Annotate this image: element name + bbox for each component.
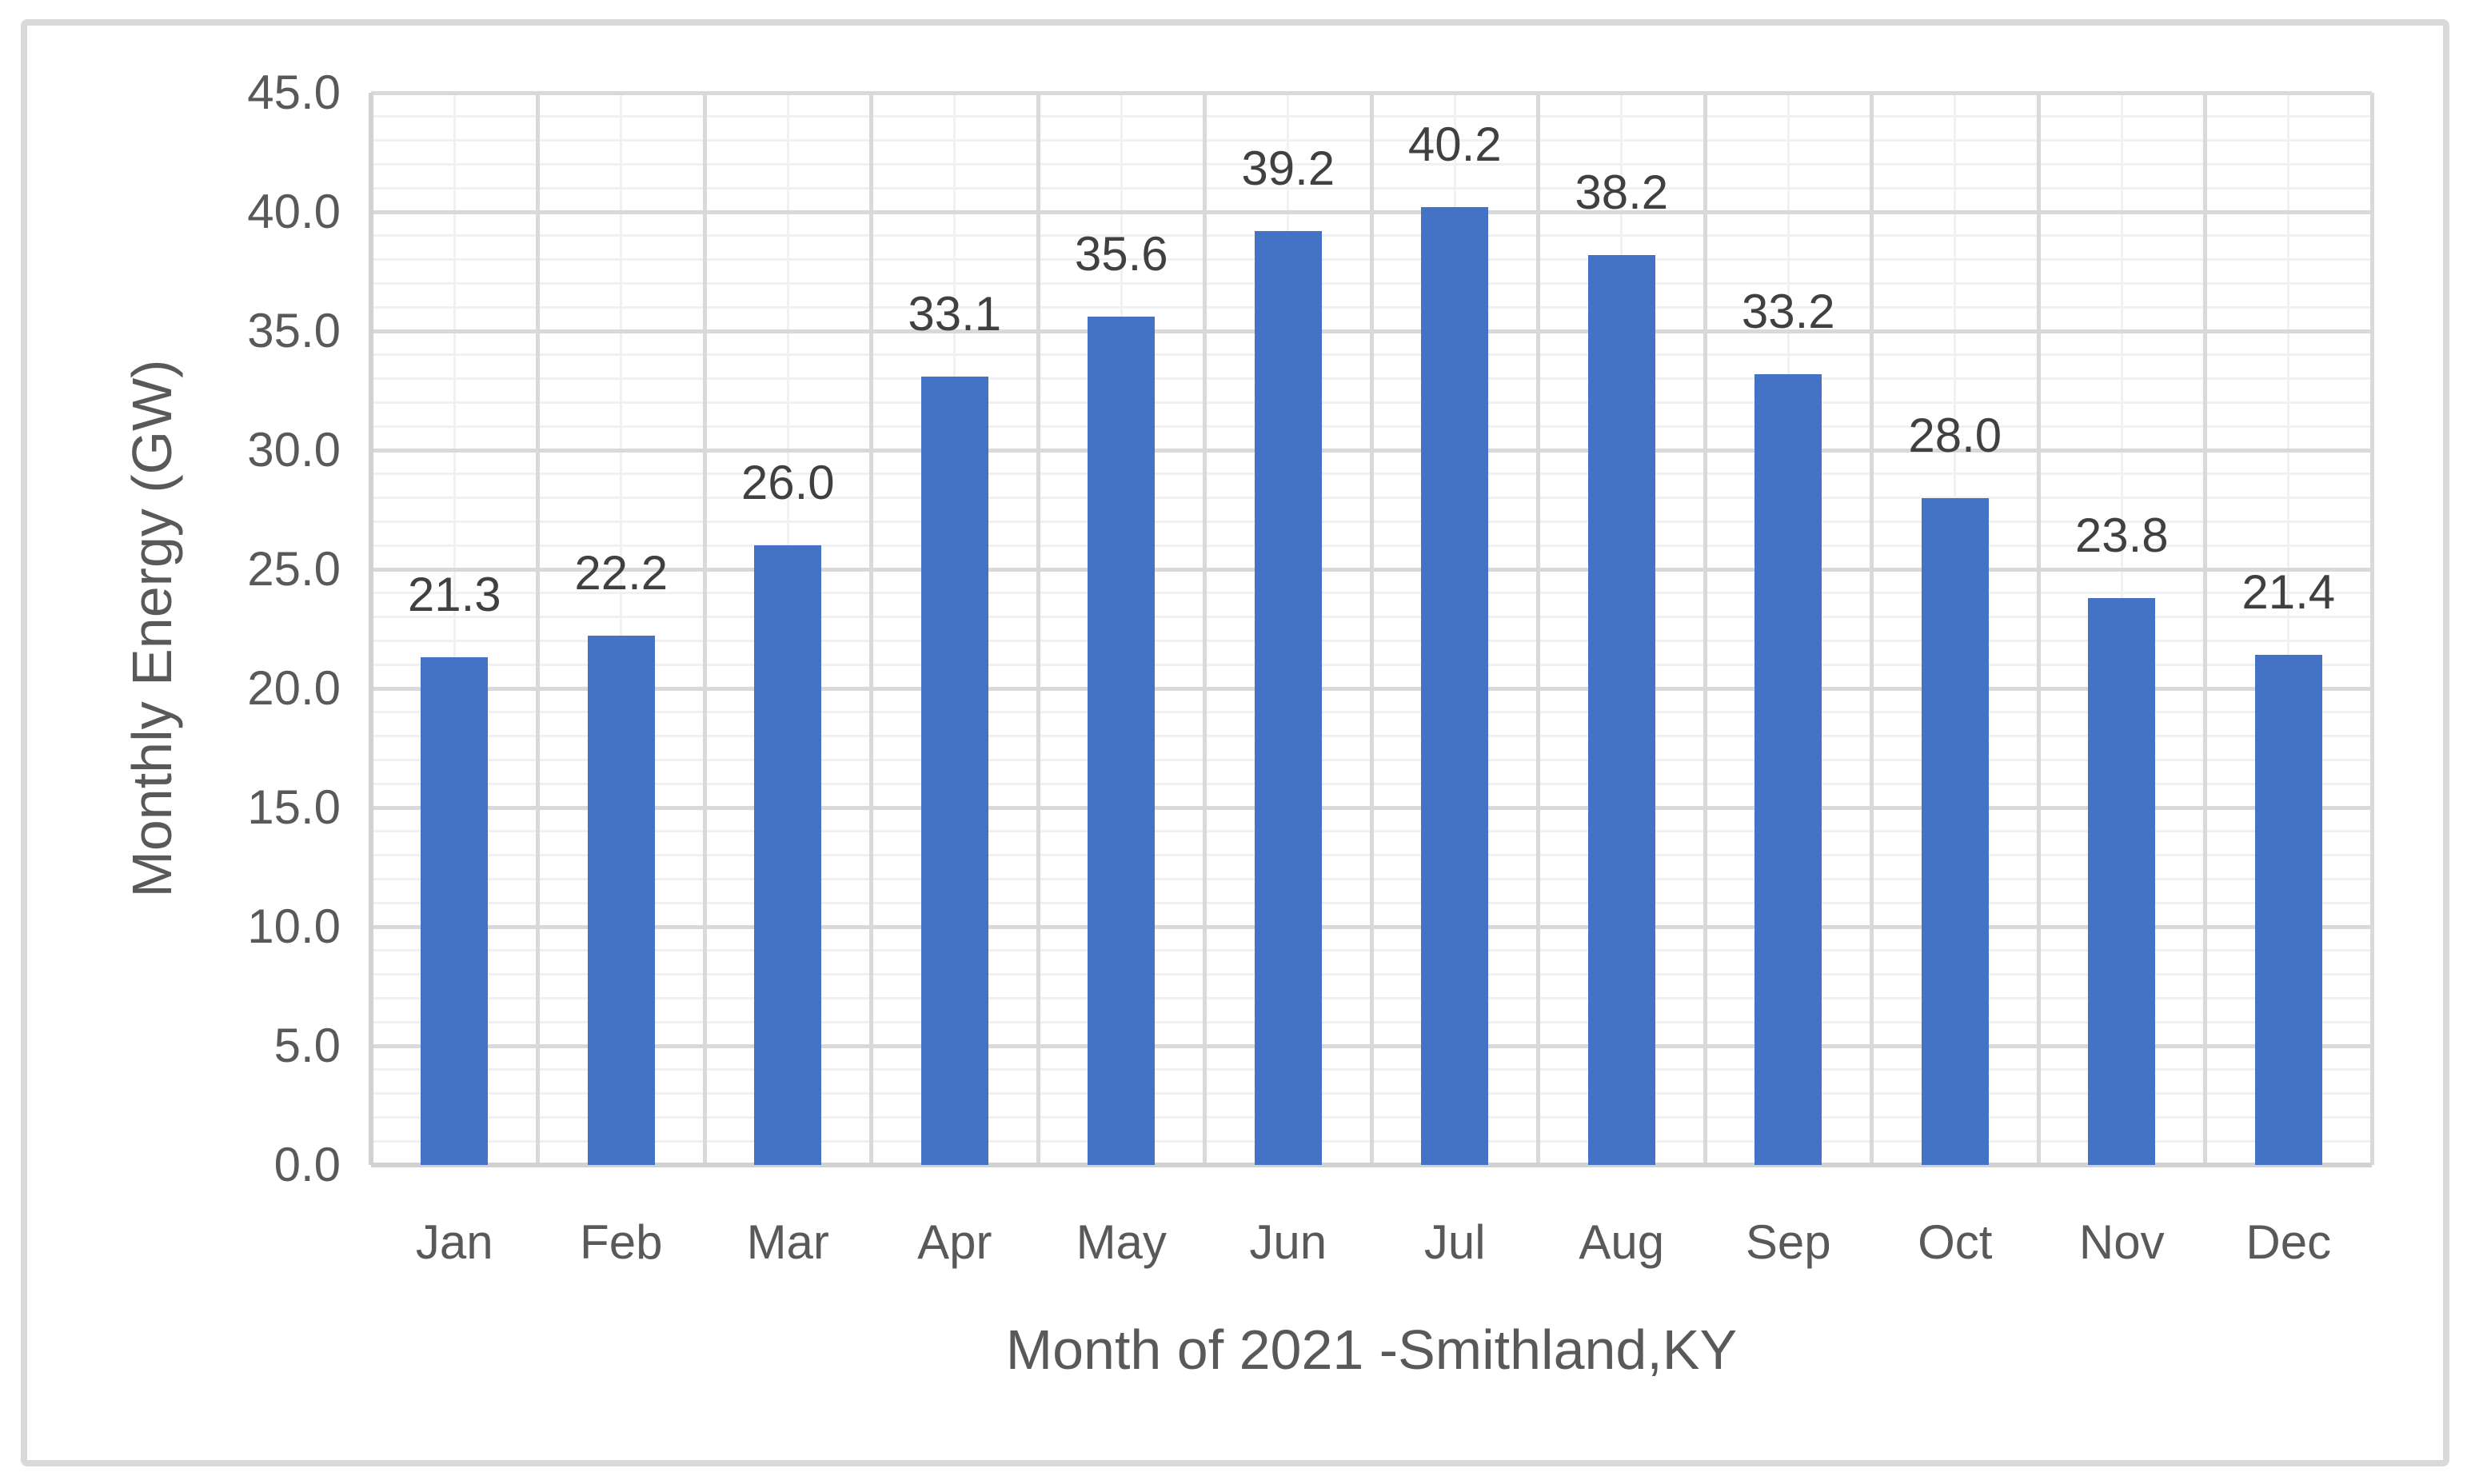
bar-value-label: 33.2 xyxy=(1741,284,1835,338)
y-axis-title: Monthly Energy (GW) xyxy=(121,359,183,898)
x-tick-label-jul: Jul xyxy=(1423,1215,1486,1269)
x-axis-title: Month of 2021 -Smithland,KY xyxy=(1005,1318,1738,1381)
major-vertical-gridline xyxy=(1870,93,1874,1165)
major-vertical-gridline xyxy=(2369,93,2374,1165)
x-tick-label-jun: Jun xyxy=(1249,1215,1327,1269)
x-axis-line xyxy=(371,1163,2372,1167)
x-tick-label-mar: Mar xyxy=(746,1215,829,1269)
bar-jun xyxy=(1254,230,1322,1165)
bar-sep xyxy=(1754,373,1822,1165)
bar-value-label: 22.2 xyxy=(574,546,669,600)
major-vertical-gridline xyxy=(2203,93,2207,1165)
bar-value-label: 38.2 xyxy=(1575,165,1669,219)
bar-value-label: 35.6 xyxy=(1074,227,1168,281)
y-tick-label: 15.0 xyxy=(247,780,341,834)
bar-value-label: 21.4 xyxy=(2241,565,2336,620)
bar-value-label: 23.8 xyxy=(2074,508,2169,562)
major-vertical-gridline xyxy=(1536,93,1540,1165)
major-vertical-gridline xyxy=(2036,93,2041,1165)
bar-may xyxy=(1088,317,1156,1165)
minor-vertical-gridline xyxy=(453,93,456,1165)
y-tick-label: 20.0 xyxy=(247,661,341,715)
y-tick-label: 30.0 xyxy=(247,423,341,477)
bar-value-label: 33.1 xyxy=(908,286,1002,341)
y-tick-label: 45.0 xyxy=(247,66,341,119)
bar-value-label: 26.0 xyxy=(740,456,835,510)
x-tick-label-nov: Nov xyxy=(2078,1215,2165,1269)
bar-jan xyxy=(421,657,489,1165)
y-tick-label: 5.0 xyxy=(273,1019,341,1072)
bar-aug xyxy=(1587,254,1655,1165)
bar-value-label: 21.3 xyxy=(407,568,501,622)
y-tick-label: 0.0 xyxy=(273,1138,341,1191)
x-tick-label-jan: Jan xyxy=(415,1215,493,1269)
bar-value-label: 39.2 xyxy=(1241,141,1335,195)
x-tick-label-dec: Dec xyxy=(2245,1215,2332,1269)
bar-jul xyxy=(1421,207,1489,1165)
bar-mar xyxy=(754,545,822,1165)
y-tick-label: 35.0 xyxy=(247,304,341,357)
plot-area: 21.3 22.2 26.0 33.1 35.6 39.2 40.2 38.2 33.2 28.0… xyxy=(369,90,2374,1167)
major-vertical-gridline xyxy=(1703,93,1707,1165)
x-tick-label-oct: Oct xyxy=(1918,1215,1993,1269)
x-tick-label-aug: Aug xyxy=(1579,1215,1665,1269)
x-tick-label-apr: Apr xyxy=(917,1215,992,1269)
y-tick-label: 40.0 xyxy=(247,185,341,238)
bar-value-label: 40.2 xyxy=(1407,118,1502,172)
major-vertical-gridline xyxy=(1203,93,1207,1165)
y-tick-label: 25.0 xyxy=(247,542,341,596)
bar-value-label: 28.0 xyxy=(1908,408,2002,462)
bar-oct xyxy=(1921,497,1989,1165)
minor-vertical-gridline xyxy=(2287,93,2290,1165)
major-vertical-gridline xyxy=(702,93,707,1165)
major-vertical-gridline xyxy=(1036,93,1040,1165)
major-vertical-gridline xyxy=(869,93,873,1165)
y-tick-label: 10.0 xyxy=(247,900,341,953)
bar-apr xyxy=(920,376,988,1165)
bar-feb xyxy=(587,636,655,1165)
minor-vertical-gridline xyxy=(620,93,623,1165)
x-tick-label-may: May xyxy=(1076,1215,1167,1269)
bar-dec xyxy=(2254,655,2322,1165)
bar-nov xyxy=(2088,597,2156,1165)
x-tick-label-feb: Feb xyxy=(580,1215,663,1269)
y-axis-line xyxy=(369,93,373,1165)
major-vertical-gridline xyxy=(536,93,540,1165)
major-vertical-gridline xyxy=(1369,93,1374,1165)
x-tick-label-sep: Sep xyxy=(1745,1215,1831,1269)
